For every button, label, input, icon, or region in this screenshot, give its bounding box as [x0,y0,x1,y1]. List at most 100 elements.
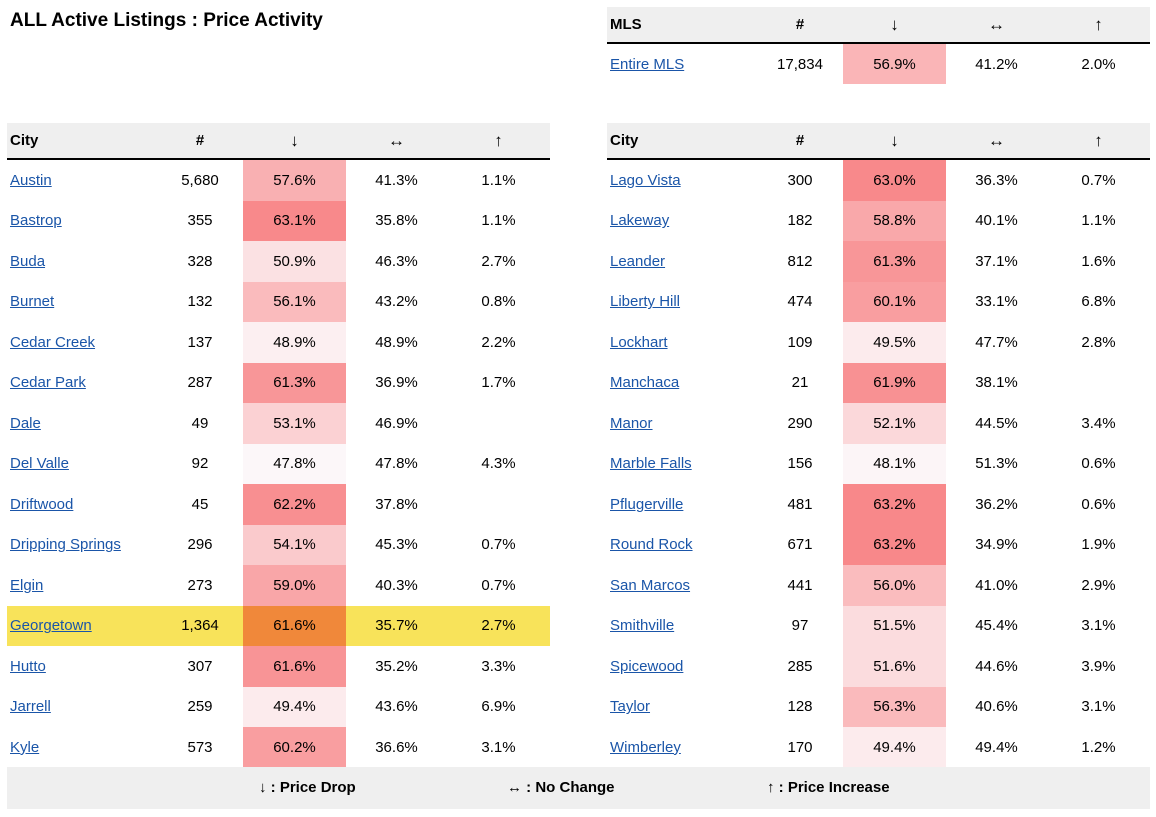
price-increase-cell: 1.1% [1081,212,1116,230]
city-link[interactable]: Manchaca [610,374,680,392]
no-change-cell: 44.5% [975,414,1018,432]
price-drop-cell: 58.8% [843,200,946,241]
price-increase-cell: 1.1% [481,171,516,189]
count-cell: 300 [787,171,813,189]
city-link[interactable]: Marble Falls [610,455,692,473]
city-link[interactable]: Kyle [10,738,40,756]
city-link[interactable]: Bastrop [10,212,62,230]
no-change-cell: 34.9% [975,536,1018,554]
city-cell: Manchaca [607,363,757,404]
mls-column-header: MLS [607,7,757,44]
price-increase-cell: 3.9% [1081,657,1116,675]
table-row: San Marcos 441 56.0% 41.0% 2.9% [607,565,1150,606]
count-cell: 573 [187,738,213,756]
no-change-cell: 46.3% [375,252,418,270]
city-link[interactable]: Manor [610,414,653,432]
city-link[interactable]: Buda [10,252,46,270]
price-increase-cell: 1.1% [481,212,516,230]
city-link[interactable]: Dripping Springs [10,536,121,554]
city-cell: Elgin [7,565,157,606]
table-row: Cedar Creek 137 48.9% 48.9% 2.2% [7,322,550,363]
price-increase-cell: 3.1% [481,738,516,756]
city-table-right: City # ↓ ↔ ↑ Lago Vista 300 63.0% 36.3% 0.7%… [607,123,1150,768]
price-drop-cell: 63.1% [243,200,346,241]
city-cell: Lockhart [607,322,757,363]
entire-mls-link[interactable]: Entire MLS [610,55,685,73]
count-cell: 285 [787,657,813,675]
count-cell: 182 [787,212,813,230]
price-drop-cell: 51.6% [843,646,946,687]
count-cell: 17,834 [777,55,823,73]
city-cell: Bastrop [7,201,157,242]
city-cell: Lago Vista [607,159,757,201]
city-link[interactable]: Taylor [610,698,651,716]
city-cell: Taylor [607,687,757,728]
city-link[interactable]: Pflugerville [610,495,684,513]
city-link[interactable]: Driftwood [10,495,74,513]
no-change-cell: 36.9% [375,374,418,392]
count-cell: 156 [787,455,813,473]
city-link[interactable]: Dale [10,414,41,432]
city-link[interactable]: San Marcos [610,576,691,594]
count-cell: 49 [191,414,209,432]
price-drop-cell: 48.1% [843,443,946,484]
no-change-cell: 51.3% [975,455,1018,473]
count-cell: 109 [787,333,813,351]
count-cell: 441 [787,576,813,594]
city-link[interactable]: Burnet [10,293,55,311]
table-row: Georgetown 1,364 61.6% 35.7% 2.7% [7,605,550,646]
city-link[interactable]: Georgetown [10,617,92,635]
legend-no-change: ↔ : No Change [507,779,615,796]
table-row: Buda 328 50.9% 46.3% 2.7% [7,241,550,282]
price-drop-cell: 60.1% [843,281,946,322]
city-link[interactable]: Jarrell [10,698,51,716]
price-increase-cell: 1.7% [481,374,516,392]
no-change-cell: 41.0% [975,576,1018,594]
city-cell: Spicewood [607,646,757,687]
count-column-header: # [757,123,843,160]
price-drop-cell: 61.3% [243,362,346,403]
count-cell: 97 [791,617,809,635]
count-cell: 259 [187,698,213,716]
table-row: Driftwood 45 62.2% 37.8% [7,484,550,525]
table-row: Jarrell 259 49.4% 43.6% 6.9% [7,686,550,727]
city-link[interactable]: Lakeway [610,212,670,230]
price-drop-cell: 61.6% [243,605,346,646]
city-link[interactable]: Del Valle [10,455,69,473]
city-link[interactable]: Lockhart [610,333,668,351]
table-row: Austin 5,680 57.6% 41.3% 1.1% [7,159,550,201]
count-cell: 481 [787,495,813,513]
city-link[interactable]: Liberty Hill [610,293,681,311]
city-link[interactable]: Round Rock [610,536,693,554]
table-row: Lago Vista 300 63.0% 36.3% 0.7% [607,159,1150,201]
no-change-cell: 35.7% [346,605,447,646]
price-drop-cell: 61.9% [843,362,946,403]
price-increase-cell [447,403,550,444]
city-link[interactable]: Austin [10,171,52,189]
no-change-cell: 40.1% [975,212,1018,230]
price-drop-cell: 63.2% [843,484,946,525]
no-change-cell: 37.8% [375,495,418,513]
price-drop-cell: 56.9% [843,43,946,84]
price-increase-column-header: ↑ [1047,7,1150,44]
city-link[interactable]: Lago Vista [610,171,681,189]
city-link[interactable]: Elgin [10,576,44,594]
city-link[interactable]: Hutto [10,657,46,675]
page-title: ALL Active Listings : Price Activity [10,10,323,31]
city-link[interactable]: Leander [610,252,666,270]
no-change-cell: 44.6% [975,657,1018,675]
city-link[interactable]: Smithville [610,617,675,635]
no-change-cell: 43.2% [375,293,418,311]
price-increase-cell: 3.4% [1081,414,1116,432]
city-link[interactable]: Spicewood [610,657,684,675]
city-link[interactable]: Cedar Park [10,374,86,392]
city-link[interactable]: Wimberley [610,738,681,756]
city-cell: San Marcos [607,565,757,606]
city-cell: Liberty Hill [607,282,757,323]
table-row: Pflugerville 481 63.2% 36.2% 0.6% [607,484,1150,525]
city-link[interactable]: Cedar Creek [10,333,96,351]
no-change-cell: 47.7% [975,333,1018,351]
price-drop-cell: 63.2% [843,524,946,565]
price-drop-cell: 56.3% [843,686,946,727]
price-increase-cell: 2.9% [1081,576,1116,594]
